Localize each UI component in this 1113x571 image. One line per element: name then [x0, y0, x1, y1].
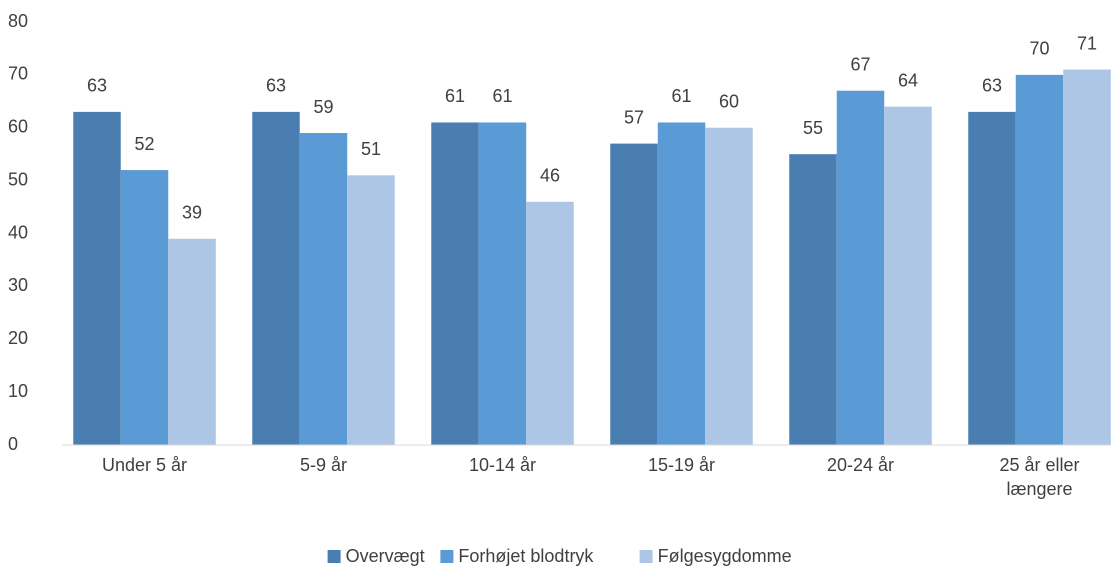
- bar: [526, 201, 574, 445]
- data-label: 63: [982, 76, 1002, 96]
- x-tick-label-box: 10-14 år: [468, 455, 537, 475]
- data-label: 60: [719, 92, 739, 112]
- bar: [299, 133, 348, 445]
- data-label: 70: [1029, 39, 1049, 59]
- x-tick-label: 5-9 år: [299, 455, 348, 475]
- bar: [120, 170, 169, 446]
- bar: [168, 238, 216, 445]
- legend-swatch: [327, 550, 341, 563]
- y-tick-label: 70: [8, 64, 28, 84]
- x-tick-label: 15-19 år: [647, 455, 716, 475]
- y-tick-label: 60: [8, 117, 28, 137]
- bar: [657, 122, 706, 446]
- legend-label: Følgesygdomme: [658, 546, 792, 566]
- data-label: 67: [850, 54, 870, 74]
- bar: [884, 106, 932, 445]
- data-label: 55: [803, 118, 823, 138]
- y-tick-label: 10: [8, 381, 28, 401]
- bar: [705, 127, 753, 445]
- data-label: 71: [1077, 33, 1097, 53]
- x-tick-label: Under 5 år: [101, 455, 188, 475]
- y-tick-label: 30: [8, 275, 28, 295]
- x-tick-label-box: 5-9 år: [299, 455, 348, 475]
- y-tick-label: 0: [8, 434, 18, 454]
- y-tick-label: 20: [8, 328, 28, 348]
- bar: [252, 111, 300, 445]
- x-tick-label: 20-24 år: [826, 455, 895, 475]
- x-tick-label-box: Under 5 år: [101, 455, 188, 475]
- legend-label: Overvægt: [346, 546, 425, 566]
- data-label: 61: [445, 86, 465, 106]
- x-tick-label-box: 15-19 år: [647, 455, 716, 475]
- data-label: 52: [134, 134, 154, 154]
- x-tick-label-box: 20-24 år: [826, 455, 895, 475]
- bar: [610, 143, 658, 446]
- x-tick-label-box: 25 år eller længere: [999, 455, 1080, 499]
- bar: [1015, 74, 1064, 445]
- data-label: 57: [624, 107, 644, 127]
- legend-label: Forhøjet blodtryk: [458, 546, 594, 566]
- data-label: 64: [898, 70, 918, 90]
- legend-swatch: [440, 550, 454, 563]
- legend-swatch: [639, 550, 653, 563]
- x-tick-label: 25 år eller længere: [999, 455, 1080, 499]
- data-label: 59: [313, 97, 333, 117]
- data-label: 39: [182, 203, 202, 223]
- y-tick-label: 40: [8, 222, 28, 242]
- data-label: 46: [540, 166, 560, 186]
- data-label: 51: [361, 139, 381, 159]
- bar: [431, 122, 479, 446]
- bar: [789, 154, 837, 445]
- data-label: 61: [492, 86, 512, 106]
- y-tick-label: 50: [8, 169, 28, 189]
- bar: [478, 122, 527, 446]
- bar: [1063, 69, 1111, 446]
- data-label: 61: [671, 86, 691, 106]
- data-label: 63: [266, 76, 286, 96]
- bar: [836, 90, 885, 446]
- bar: [73, 111, 121, 445]
- y-tick-label: 80: [8, 11, 28, 31]
- bar: [968, 111, 1016, 445]
- bar: [347, 175, 395, 445]
- x-tick-label: 10-14 år: [468, 455, 537, 475]
- data-label: 63: [87, 76, 107, 96]
